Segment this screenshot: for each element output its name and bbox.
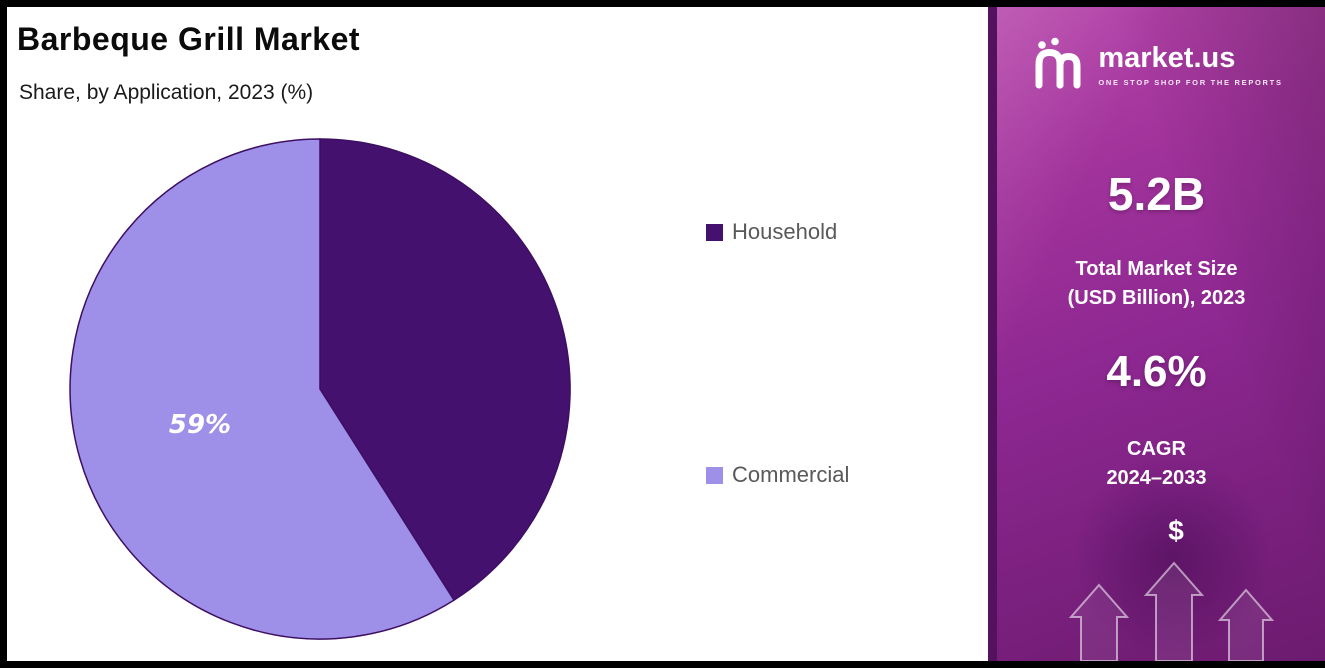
chart-area: Barbeque Grill Market Share, by Applicat… xyxy=(7,7,988,661)
brand-tagline: ONE STOP SHOP FOR THE REPORTS xyxy=(1098,77,1283,87)
pie-chart-svg: 59% xyxy=(69,138,571,640)
marketus-logo-icon xyxy=(1035,37,1081,89)
cagr-label: CAGR 2024–2033 xyxy=(988,435,1325,493)
cagr-label-line1: CAGR xyxy=(1127,438,1186,460)
cagr-label-line2: 2024–2033 xyxy=(1106,467,1207,489)
dollar-sign-icon: $ xyxy=(1168,515,1184,546)
legend-swatch-commercial-icon xyxy=(706,466,723,484)
market-size-label-line1: Total Market Size xyxy=(1075,258,1238,280)
side-panel: market.us ONE STOP SHOP FOR THE REPORTS … xyxy=(988,7,1325,661)
legend-item-commercial: Commercial xyxy=(706,462,849,488)
pie-slice-commercial xyxy=(69,138,456,640)
legend-item-household: Household xyxy=(706,219,837,245)
market-size-label: Total Market Size (USD Billion), 2023 xyxy=(988,255,1325,313)
pie-slice-household xyxy=(319,138,571,602)
pie-chart: 59% xyxy=(66,135,574,643)
pie-data-label: 59% xyxy=(169,410,231,440)
legend-label-household: Household xyxy=(732,219,838,244)
brand-name: market.us xyxy=(1098,41,1236,74)
legend-swatch-household-icon xyxy=(706,223,723,241)
chart-subtitle: Share, by Application, 2023 (%) xyxy=(19,81,314,104)
market-size-value: 5.2B xyxy=(1107,168,1206,220)
growth-arrows-icon xyxy=(1068,561,1274,661)
legend-label-commercial: Commercial xyxy=(732,462,850,487)
brand-texts: market.us ONE STOP SHOP FOR THE REPORTS xyxy=(1098,41,1283,87)
cagr-value: 4.6% xyxy=(1106,347,1207,396)
market-size-label-line2: (USD Billion), 2023 xyxy=(1067,287,1246,309)
panel-edge-divider xyxy=(988,7,997,661)
brand-logo: market.us ONE STOP SHOP FOR THE REPORTS xyxy=(988,37,1325,93)
chart-title: Barbeque Grill Market xyxy=(17,21,361,57)
